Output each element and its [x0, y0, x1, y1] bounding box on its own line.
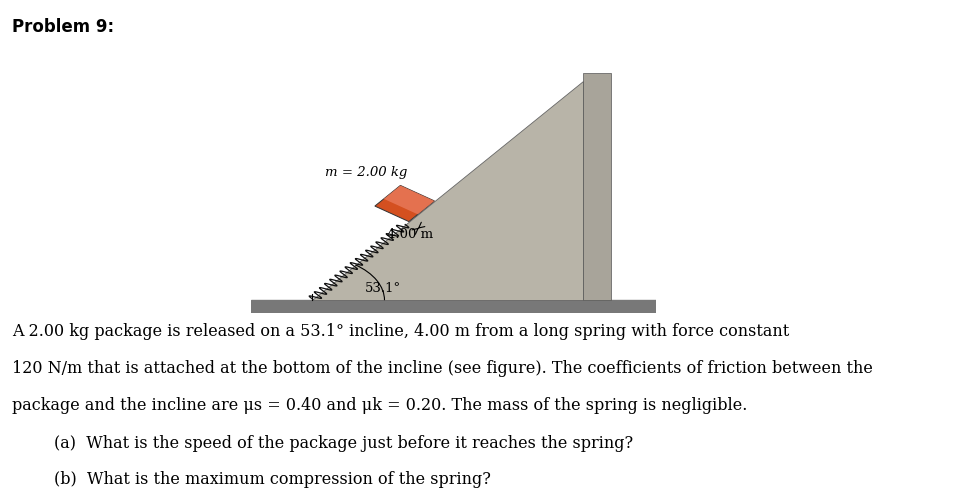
Text: package and the incline are μs = 0.40 and μk = 0.20. The mass of the spring is n: package and the incline are μs = 0.40 an…: [12, 398, 747, 414]
Text: 4.00 m: 4.00 m: [386, 228, 433, 241]
Polygon shape: [311, 81, 583, 300]
Text: 120 N/m that is attached at the bottom of the incline (see figure). The coeffici: 120 N/m that is attached at the bottom o…: [12, 360, 873, 377]
Text: Problem 9:: Problem 9:: [12, 18, 114, 36]
Bar: [251, 300, 656, 312]
Polygon shape: [375, 186, 434, 222]
Text: A 2.00 kg package is released on a 53.1° incline, 4.00 m from a long spring with: A 2.00 kg package is released on a 53.1°…: [12, 322, 789, 340]
Text: (b)  What is the maximum compression of the spring?: (b) What is the maximum compression of t…: [54, 472, 491, 488]
Text: m = 2.00 kg: m = 2.00 kg: [325, 166, 407, 179]
Text: 53.1°: 53.1°: [365, 282, 401, 295]
Bar: [583, 74, 611, 300]
Polygon shape: [384, 186, 434, 214]
Text: (a)  What is the speed of the package just before it reaches the spring?: (a) What is the speed of the package jus…: [54, 434, 632, 452]
